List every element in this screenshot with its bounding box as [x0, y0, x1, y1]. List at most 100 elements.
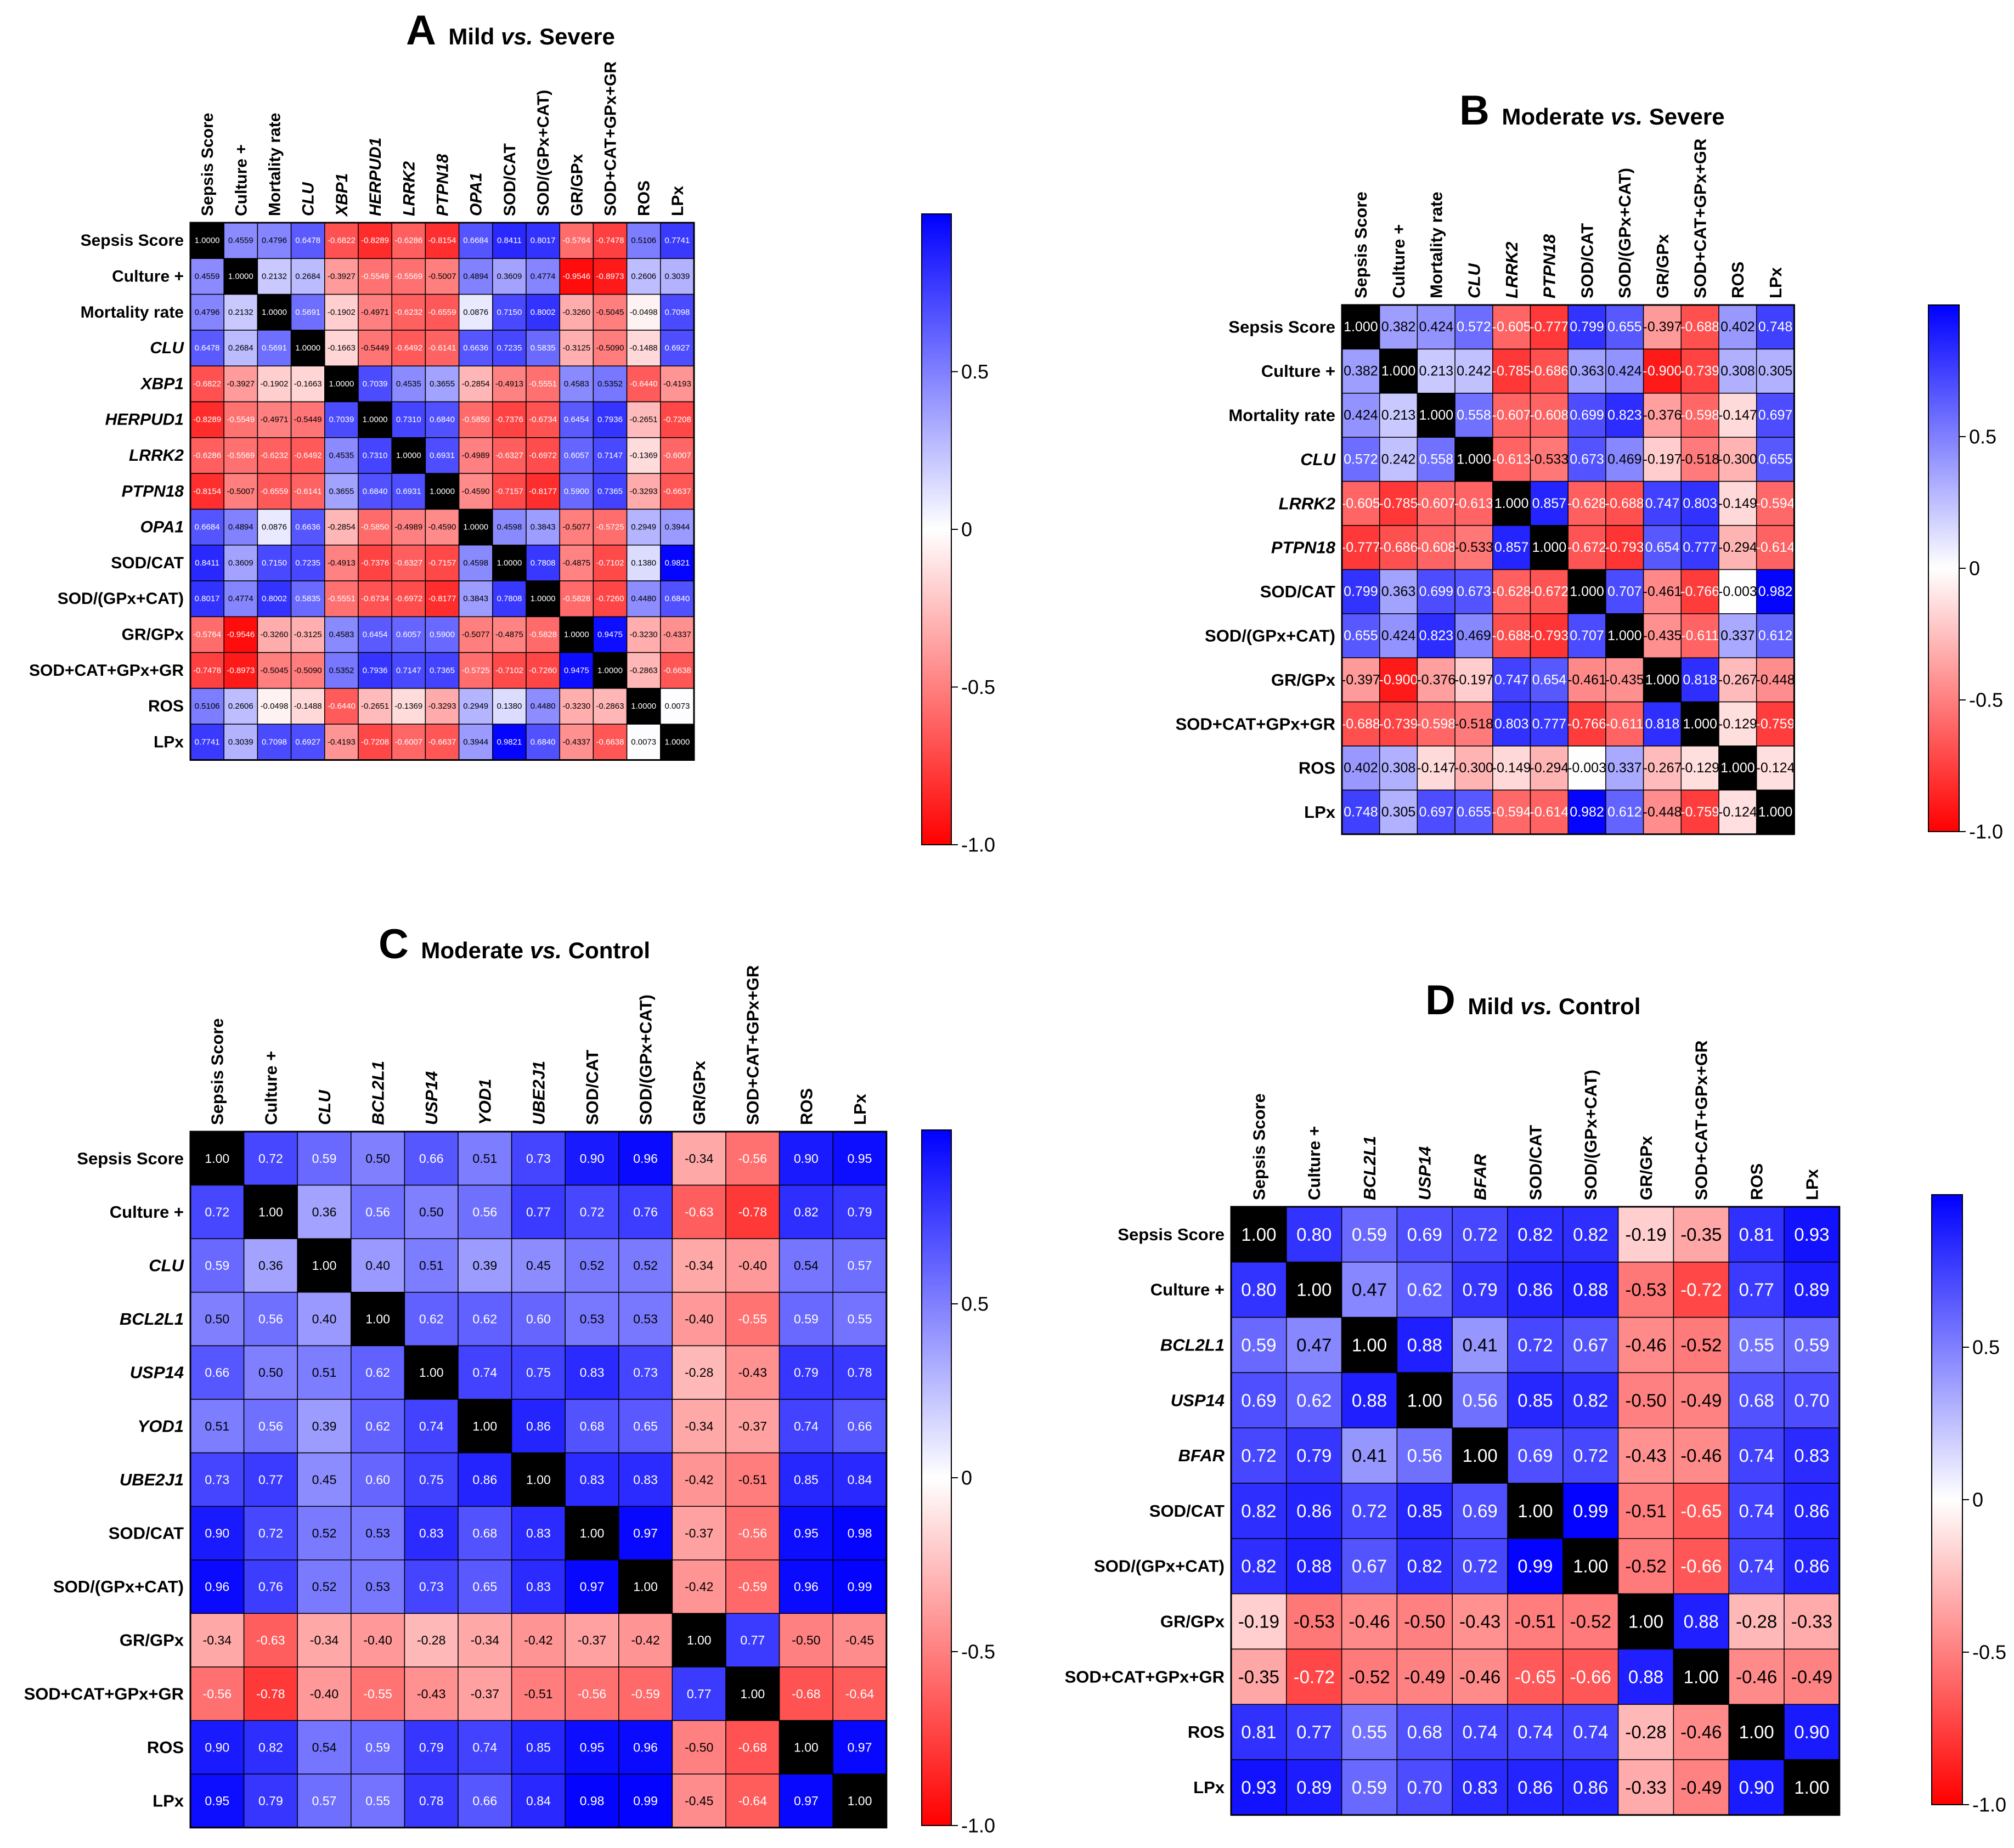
heatmap-cell [559, 616, 594, 653]
cell-value-label: 1.0000 [363, 415, 388, 425]
heatmap-cell [290, 365, 325, 403]
heatmap-cell [324, 508, 359, 546]
cell-value-label: 0.99 [1517, 1556, 1553, 1576]
cell-value-label: -0.4337 [663, 630, 691, 639]
heatmap-cell [190, 508, 224, 546]
cell-value-label: -0.8289 [193, 415, 221, 425]
cell-value-label: -0.7102 [495, 666, 523, 675]
cell-value-label: -0.33 [1791, 1612, 1832, 1632]
cell-value-label: 0.6454 [564, 415, 589, 425]
heatmap-cell [492, 688, 527, 725]
cell-value-label: -0.53 [1625, 1280, 1666, 1300]
cell-value-label: 0.82 [1241, 1556, 1276, 1576]
cell-value-label: 0.68 [1407, 1722, 1442, 1742]
heatmap-cell [290, 401, 325, 438]
heatmap-cell [660, 437, 695, 474]
cell-value-label: -0.2651 [361, 702, 389, 711]
heatmap-cell [626, 508, 661, 546]
cell-value-label: 0.9821 [664, 558, 690, 568]
cell-value-label: -0.6638 [663, 666, 691, 675]
heatmap-cell [492, 473, 527, 510]
heatmap-cell [492, 616, 527, 653]
heatmap-cell [223, 616, 258, 653]
cell-value-label: 0.3039 [664, 272, 690, 281]
heatmap-cell [458, 293, 493, 331]
row-label: BFAR [1178, 1446, 1225, 1465]
heatmap-cell [593, 580, 628, 618]
cell-value-label: 0.59 [1794, 1335, 1829, 1355]
heatmap-cell [526, 330, 560, 366]
heatmap-cell [559, 222, 594, 259]
cell-value-label: 0.77 [1739, 1280, 1774, 1300]
cell-value-label: -0.6492 [394, 343, 422, 353]
heatmap-cell [358, 365, 392, 403]
column-label: SOD/(GPx+CAT) [1581, 1070, 1600, 1200]
cell-value-label: -0.6822 [193, 379, 221, 388]
cell-value-label: 0.5106 [631, 236, 656, 245]
cell-value-label: 0.4774 [531, 272, 556, 281]
cell-value-label: 1.00 [1573, 1556, 1608, 1576]
cell-value-label: -0.3293 [630, 487, 658, 496]
cell-value-label: -0.52 [1680, 1335, 1722, 1355]
cell-value-label: 0.7235 [295, 558, 320, 568]
cell-value-label: 0.7310 [396, 415, 421, 425]
cell-value-label: 1.0000 [262, 308, 287, 317]
cell-value-label: 0.3655 [329, 487, 354, 496]
cell-value-label: 0.3609 [497, 272, 522, 281]
cell-value-label: -0.9546 [562, 272, 590, 281]
cell-value-label: 0.2132 [262, 272, 287, 281]
cell-value-label: -0.3927 [227, 379, 255, 388]
cell-value-label: 0.72 [1517, 1335, 1553, 1355]
cell-value-label: 0.6931 [396, 487, 421, 496]
cell-value-label: -0.49 [1404, 1666, 1445, 1687]
cell-value-label: 0.0876 [262, 523, 287, 532]
cell-value-label: 0.88 [1296, 1556, 1332, 1576]
cell-value-label: 1.0000 [463, 523, 488, 532]
heatmap-cell [324, 580, 359, 618]
heatmap-cell [458, 688, 493, 725]
cell-value-label: -0.1369 [630, 451, 658, 460]
heatmap-cell [458, 580, 493, 618]
cell-value-label: -0.52 [1625, 1556, 1666, 1576]
heatmap-cell [526, 652, 560, 689]
cell-value-label: 0.70 [1794, 1390, 1829, 1410]
cell-value-label: -0.2863 [630, 666, 658, 675]
cell-value-label: -0.43 [1625, 1445, 1666, 1466]
cell-value-label: 0.2949 [463, 702, 488, 711]
cell-value-label: -0.7260 [529, 666, 557, 675]
cell-value-label: 0.82 [1407, 1556, 1442, 1576]
cell-value-label: 0.88 [1684, 1612, 1719, 1632]
cell-value-label: 1.00 [1517, 1501, 1553, 1521]
row-label: SOD/CAT [1149, 1501, 1225, 1521]
cell-value-label: 0.7365 [430, 666, 455, 675]
cell-value-label: -0.8289 [361, 236, 389, 245]
cell-value-label: -0.5549 [227, 415, 255, 425]
heatmap-cell [593, 437, 628, 474]
heatmap-cell [559, 437, 594, 474]
cell-value-label: -0.6559 [428, 308, 456, 317]
heatmap-cell [324, 616, 359, 653]
heatmap-cell [492, 330, 527, 366]
cell-value-label: -0.6232 [261, 451, 289, 460]
cell-value-label: 0.7098 [664, 308, 690, 317]
cell-value-label: -0.6637 [663, 487, 691, 496]
heatmap-cell [593, 652, 628, 689]
heatmap-cell [660, 473, 695, 510]
heatmap-cell [593, 365, 628, 403]
cell-value-label: -0.52 [1349, 1666, 1390, 1687]
cell-value-label: -0.9546 [227, 630, 255, 639]
cell-value-label: -0.6734 [529, 415, 557, 425]
row-label: ROS [1188, 1722, 1225, 1742]
cell-value-label: -0.6327 [495, 451, 523, 460]
heatmap-cell [190, 580, 224, 618]
cell-value-label: -0.8177 [428, 594, 456, 603]
heatmap-cell [593, 293, 628, 331]
heatmap-cell [324, 437, 359, 474]
cell-value-label: -0.5725 [596, 523, 624, 532]
cell-value-label: 0.2132 [228, 308, 253, 317]
cell-value-label: 1.00 [1241, 1224, 1276, 1245]
heatmap-cell [526, 258, 560, 295]
cell-value-label: -0.4971 [261, 415, 289, 425]
cell-value-label: -0.3260 [261, 630, 289, 639]
heatmap-cell [190, 401, 224, 438]
